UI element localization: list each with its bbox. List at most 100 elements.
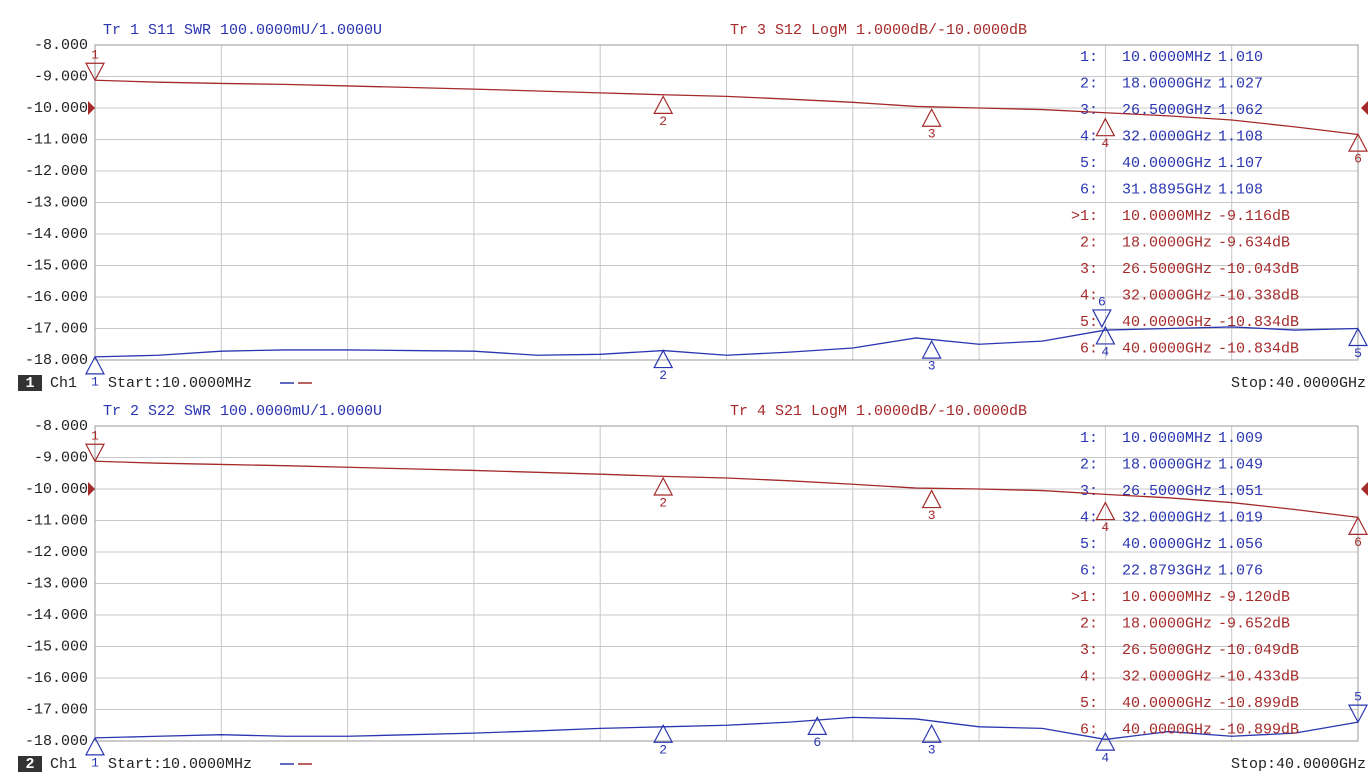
marker-label: 4: [1101, 136, 1109, 151]
readout-value: -9.634dB: [1218, 234, 1290, 251]
readout-freq: 40.0000GHz: [1122, 695, 1212, 712]
readout-id: 3:: [1080, 483, 1098, 500]
y-tick-label: -10.000: [25, 481, 88, 498]
marker-label: 1: [91, 755, 99, 770]
marker-label: 2: [659, 495, 667, 510]
readout-id: 4:: [1080, 509, 1098, 526]
readout-value: 1.056: [1218, 536, 1263, 553]
stop-label: Stop:40.0000GHz: [1231, 756, 1366, 773]
readout-value: -10.043dB: [1218, 261, 1299, 278]
readout-freq: 10.0000MHz: [1122, 49, 1212, 66]
readout-id: 1:: [1080, 49, 1098, 66]
readout-value: -10.433dB: [1218, 668, 1299, 685]
marker: [921, 107, 942, 127]
ref-arrow-left: [88, 482, 95, 496]
marker: [653, 95, 674, 114]
readout-freq: 26.5000GHz: [1122, 483, 1212, 500]
readout-value: 1.051: [1218, 483, 1263, 500]
readout-freq: 40.0000GHz: [1122, 314, 1212, 331]
readout-id: 6:: [1080, 181, 1098, 198]
readout-freq: 26.5000GHz: [1122, 261, 1212, 278]
readout-value: 1.076: [1218, 562, 1263, 579]
readout-id: 4:: [1080, 668, 1098, 685]
y-tick-label: -9.000: [34, 449, 88, 466]
channel-number: 1: [25, 375, 34, 392]
trace: [94, 79, 1359, 136]
marker-label: 1: [91, 374, 99, 389]
trace: [94, 460, 1359, 518]
marker: [1348, 327, 1368, 347]
readout-freq: 10.0000MHz: [1122, 208, 1212, 225]
readout-freq: 22.8793GHz: [1122, 562, 1212, 579]
marker-label: 6: [813, 735, 821, 750]
readout-value: 1.010: [1218, 49, 1263, 66]
channel-box: [18, 756, 42, 772]
readout-freq: 18.0000GHz: [1122, 234, 1212, 251]
marker: [1095, 501, 1116, 521]
y-tick-label: -14.000: [25, 226, 88, 243]
readout-id: 3:: [1080, 261, 1098, 278]
marker: [85, 355, 105, 375]
stop-label: Stop:40.0000GHz: [1231, 375, 1366, 392]
marker-label: 3: [928, 508, 936, 523]
readout-id: 2:: [1080, 615, 1098, 632]
readout-freq: 31.8895GHz: [1122, 181, 1212, 198]
readout-id: 4:: [1080, 287, 1098, 304]
readout-value: 1.009: [1218, 430, 1263, 447]
y-tick-label: -14.000: [25, 607, 88, 624]
ref-arrow-right: [1361, 482, 1368, 496]
readout-value: 1.019: [1218, 509, 1263, 526]
start-label: Start:10.0000MHz: [108, 756, 252, 773]
marker: [921, 723, 942, 743]
marker-label: 2: [659, 114, 667, 129]
marker: [1348, 704, 1368, 724]
trace-header: Tr 3 S12 LogM 1.0000dB/-10.0000dB: [730, 22, 1027, 39]
y-tick-label: -16.000: [25, 289, 88, 306]
marker: [85, 443, 105, 463]
readout-id: >1:: [1071, 208, 1098, 225]
readout-freq: 40.0000GHz: [1122, 536, 1212, 553]
ref-arrow-left: [88, 101, 95, 115]
readout-freq: 32.0000GHz: [1122, 287, 1212, 304]
readout-id: 5:: [1080, 695, 1098, 712]
readout-value: 1.049: [1218, 456, 1263, 473]
readout-value: -10.834dB: [1218, 340, 1299, 357]
readout-id: 5:: [1080, 536, 1098, 553]
y-tick-label: -17.000: [25, 701, 88, 718]
readout-value: -10.338dB: [1218, 287, 1299, 304]
marker-label: 5: [1354, 690, 1362, 705]
y-tick-label: -12.000: [25, 163, 88, 180]
ref-arrow-right: [1361, 101, 1368, 115]
readout-id: 3:: [1080, 102, 1098, 119]
marker: [653, 349, 674, 369]
marker-label: 2: [659, 368, 667, 383]
marker: [1091, 309, 1112, 329]
y-tick-label: -11.000: [25, 131, 88, 148]
marker-label: 4: [1101, 751, 1109, 766]
y-tick-label: -17.000: [25, 320, 88, 337]
readout-freq: 32.0000GHz: [1122, 668, 1212, 685]
readout-id: 5:: [1080, 155, 1098, 172]
readout-freq: 10.0000MHz: [1122, 430, 1212, 447]
readout-value: 1.107: [1218, 155, 1263, 172]
readout-freq: 32.0000GHz: [1122, 509, 1212, 526]
marker: [653, 476, 674, 496]
readout-freq: 40.0000GHz: [1122, 340, 1212, 357]
plot-frame: [94, 44, 1359, 361]
readout-id: 5:: [1080, 314, 1098, 331]
readout-freq: 32.0000GHz: [1122, 128, 1212, 145]
marker-label: 1: [91, 48, 99, 63]
marker-label: 3: [928, 127, 936, 142]
y-tick-label: -16.000: [25, 670, 88, 687]
y-tick-label: -11.000: [25, 512, 88, 529]
marker: [85, 62, 105, 82]
readout-id: 3:: [1080, 642, 1098, 659]
channel-name: Ch1: [50, 756, 77, 773]
readout-freq: 18.0000GHz: [1122, 75, 1212, 92]
readout-id: 6:: [1080, 562, 1098, 579]
readout-value: -9.116dB: [1218, 208, 1290, 225]
y-tick-label: -9.000: [34, 68, 88, 85]
plot-frame: [94, 425, 1359, 742]
readout-value: 1.027: [1218, 75, 1263, 92]
readout-value: 1.062: [1218, 102, 1263, 119]
